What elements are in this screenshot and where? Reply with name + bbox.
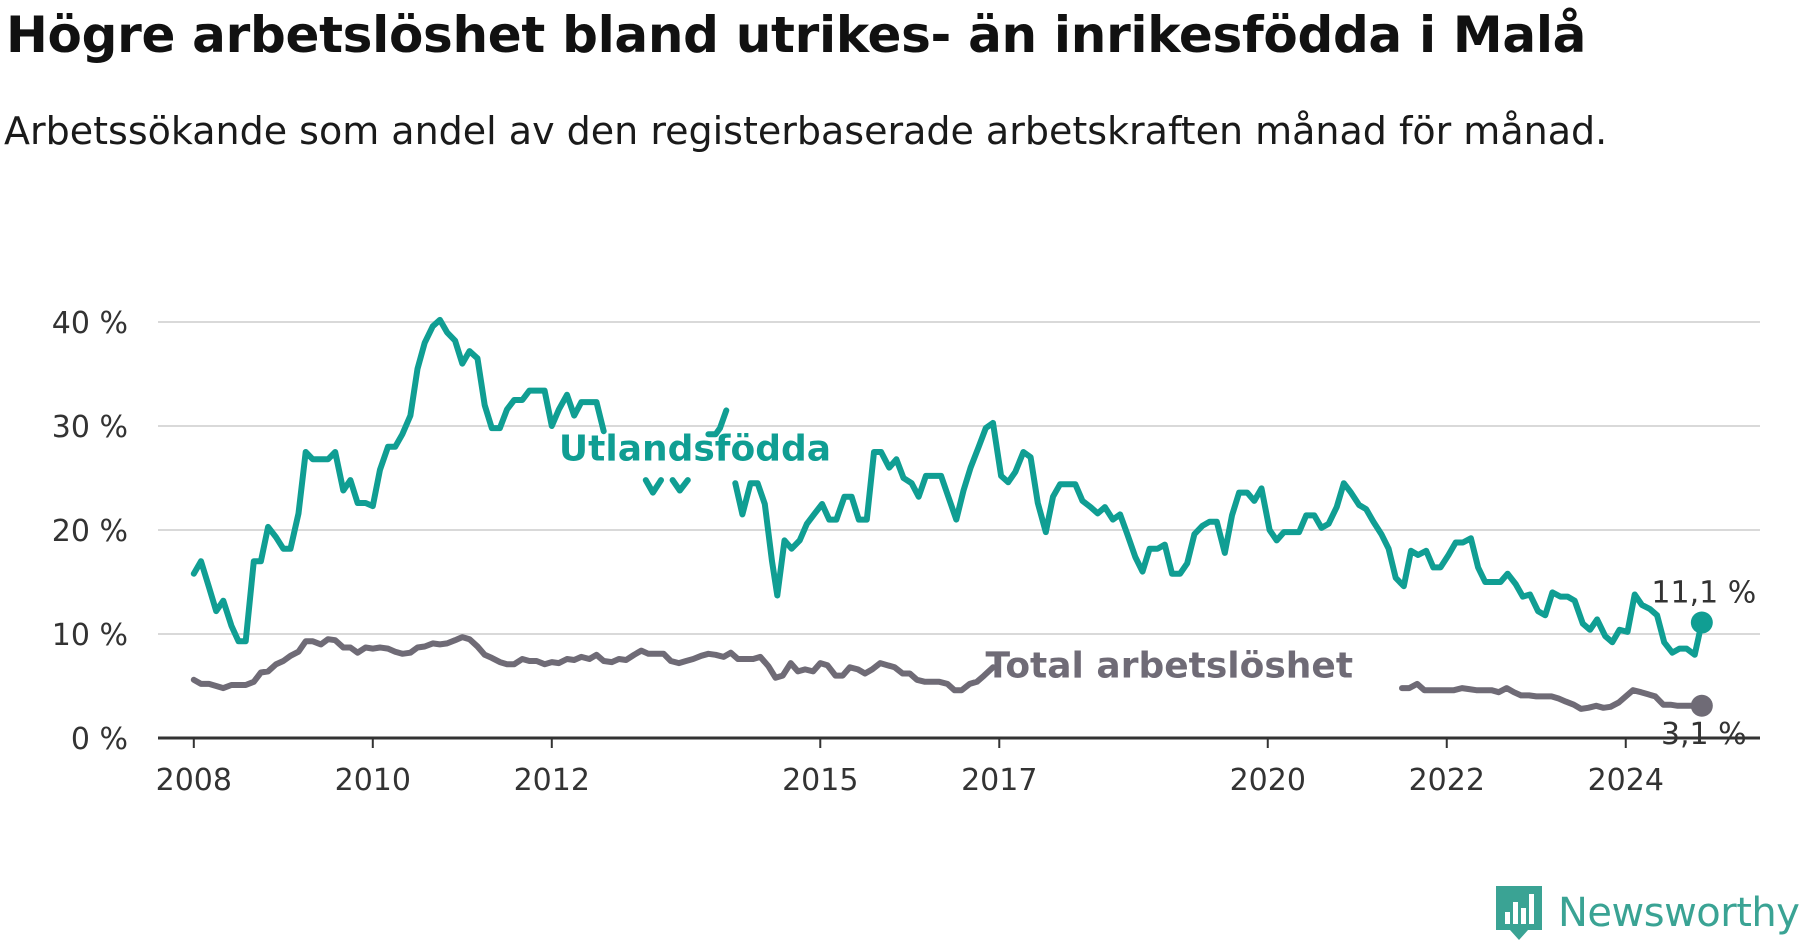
x-tick-label: 2017 xyxy=(961,763,1037,798)
y-axis: 0 % 10 % 20 % 30 % 40 % xyxy=(52,306,128,757)
gridlines xyxy=(158,321,1760,635)
x-tick-label: 2024 xyxy=(1588,763,1664,798)
x-axis: 2008 2010 2012 2015 2017 2020 2022 2024 xyxy=(156,736,1760,798)
series-line-utlandsfodda xyxy=(190,316,1705,658)
y-tick-label: 40 % xyxy=(52,306,128,341)
end-point-marker xyxy=(1690,611,1713,634)
x-tick-label: 2010 xyxy=(335,763,411,798)
x-tick-label: 2008 xyxy=(156,763,232,798)
y-tick-label: 20 % xyxy=(52,514,128,549)
end-value-label: 11,1 % xyxy=(1651,576,1756,611)
y-tick-label: 10 % xyxy=(52,618,128,653)
chart-subtitle: Arbetssökande som andel av den registerb… xyxy=(4,109,1608,153)
series-line-total xyxy=(190,634,1705,712)
x-tick-label: 2015 xyxy=(782,763,858,798)
series-labels: 11,1 % 3,1 % Utlandsfödda Total arbetslöshe… xyxy=(559,428,1756,751)
x-tick-label: 2022 xyxy=(1409,763,1485,798)
chart-title: Högre arbetslöshet bland utrikes- än inr… xyxy=(6,6,1587,64)
x-tick-label: 2020 xyxy=(1230,763,1306,798)
series-label: Total arbetslöshet xyxy=(986,646,1354,687)
end-value-label: 3,1 % xyxy=(1661,717,1747,752)
brand-name: Newsworthy xyxy=(1558,890,1800,936)
newsworthy-brand: Newsworthy xyxy=(1494,884,1800,942)
y-tick-label: 30 % xyxy=(52,410,128,445)
x-tick-label: 2012 xyxy=(514,763,590,798)
series-label: Utlandsfödda xyxy=(559,428,831,469)
series-lines xyxy=(190,316,1713,717)
newsworthy-logo-icon xyxy=(1496,886,1542,940)
y-tick-label: 0 % xyxy=(71,722,128,757)
end-point-marker xyxy=(1690,694,1713,717)
